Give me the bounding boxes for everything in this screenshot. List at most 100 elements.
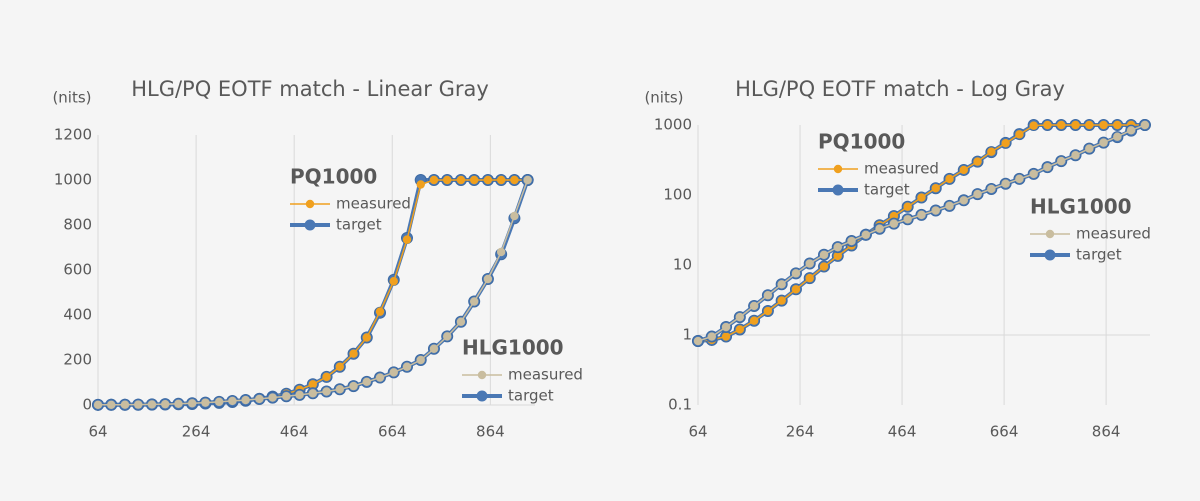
legend-label: target [508, 387, 554, 405]
data-point [903, 202, 912, 211]
data-point [510, 175, 519, 185]
data-point [469, 297, 479, 306]
data-point [1071, 120, 1080, 130]
y-tick-label: 0.1 [668, 396, 692, 414]
legend-marker [833, 164, 843, 174]
data-point [308, 389, 318, 398]
data-point [349, 349, 358, 358]
data-point [1015, 130, 1024, 139]
data-point [805, 273, 814, 283]
data-point [1029, 121, 1038, 130]
data-point [214, 397, 224, 407]
y-tick-label: 0 [82, 396, 92, 414]
data-point [707, 332, 716, 341]
data-point [1057, 120, 1066, 130]
data-point [268, 393, 277, 402]
x-tick-label: 864 [1092, 423, 1121, 441]
data-point [1043, 120, 1052, 130]
data-point [187, 399, 197, 408]
data-point [456, 175, 466, 185]
data-point [389, 277, 398, 286]
legend-label: measured [864, 160, 939, 178]
legend-title: PQ1000 [290, 165, 377, 189]
legend-marker [1045, 229, 1055, 239]
data-point [228, 396, 237, 406]
y-tick-label: 1 [682, 326, 692, 344]
legend-marker [476, 390, 488, 402]
data-point [134, 400, 143, 409]
data-point [496, 247, 506, 257]
data-point [1099, 120, 1108, 130]
data-point [120, 400, 130, 409]
data-point [93, 400, 103, 410]
data-point [973, 189, 982, 199]
x-tick-label: 464 [280, 423, 309, 441]
data-point [861, 230, 871, 240]
data-point [973, 157, 982, 166]
y-tick-label: 10 [673, 256, 692, 274]
legend-label: target [1076, 246, 1122, 264]
data-point [931, 206, 940, 215]
data-point [721, 332, 731, 341]
data-point [308, 380, 318, 389]
data-point [735, 312, 745, 322]
data-point [693, 336, 703, 346]
x-tick-label: 664 [990, 423, 1019, 441]
data-point [1085, 144, 1094, 153]
data-point [456, 317, 466, 326]
data-point [375, 307, 385, 316]
y-tick-label: 1000 [654, 116, 692, 134]
y-axis-label: (nits) [644, 89, 683, 107]
y-tick-label: 1200 [54, 126, 92, 144]
data-point [1001, 179, 1010, 188]
x-tick-label: 264 [182, 423, 211, 441]
series-line [98, 179, 528, 406]
x-tick-label: 464 [888, 423, 917, 441]
data-point [805, 259, 814, 268]
data-point [416, 180, 425, 189]
data-point [402, 235, 412, 244]
data-point [1113, 132, 1122, 141]
data-point [847, 236, 856, 246]
data-point [483, 175, 493, 185]
data-point [443, 175, 452, 185]
series-line [98, 179, 529, 406]
y-tick-label: 800 [63, 216, 92, 234]
data-point [833, 242, 842, 252]
legend-title: PQ1000 [818, 130, 905, 154]
data-point [1057, 156, 1066, 166]
legend-marker [832, 184, 844, 196]
legend-marker [477, 370, 487, 380]
data-point [335, 362, 344, 371]
data-point [282, 392, 291, 401]
data-point [362, 377, 371, 387]
data-point [1126, 126, 1136, 135]
legend-label: target [864, 181, 910, 199]
series-line [98, 178, 528, 407]
data-point [945, 201, 954, 211]
data-point [241, 395, 250, 405]
x-tick-label: 864 [476, 423, 505, 441]
data-point [959, 196, 968, 205]
data-point [763, 291, 773, 300]
data-point [469, 175, 479, 185]
data-point [1015, 174, 1024, 184]
data-point [160, 399, 170, 409]
legend-label: target [336, 216, 382, 234]
data-point [931, 184, 940, 193]
data-point [945, 174, 954, 184]
data-point [749, 316, 759, 325]
data-point [1071, 151, 1080, 160]
data-point [735, 325, 745, 334]
data-point [777, 296, 786, 305]
data-point [389, 368, 398, 377]
data-point [1029, 169, 1038, 179]
data-point [917, 193, 926, 202]
legend-title: HLG1000 [462, 336, 564, 360]
y-tick-label: 200 [63, 351, 92, 369]
y-tick-label: 600 [63, 261, 92, 279]
chart-title: HLG/PQ EOTF match - Linear Gray [131, 77, 489, 101]
data-point [429, 175, 439, 185]
y-axis-label: (nits) [52, 89, 91, 107]
